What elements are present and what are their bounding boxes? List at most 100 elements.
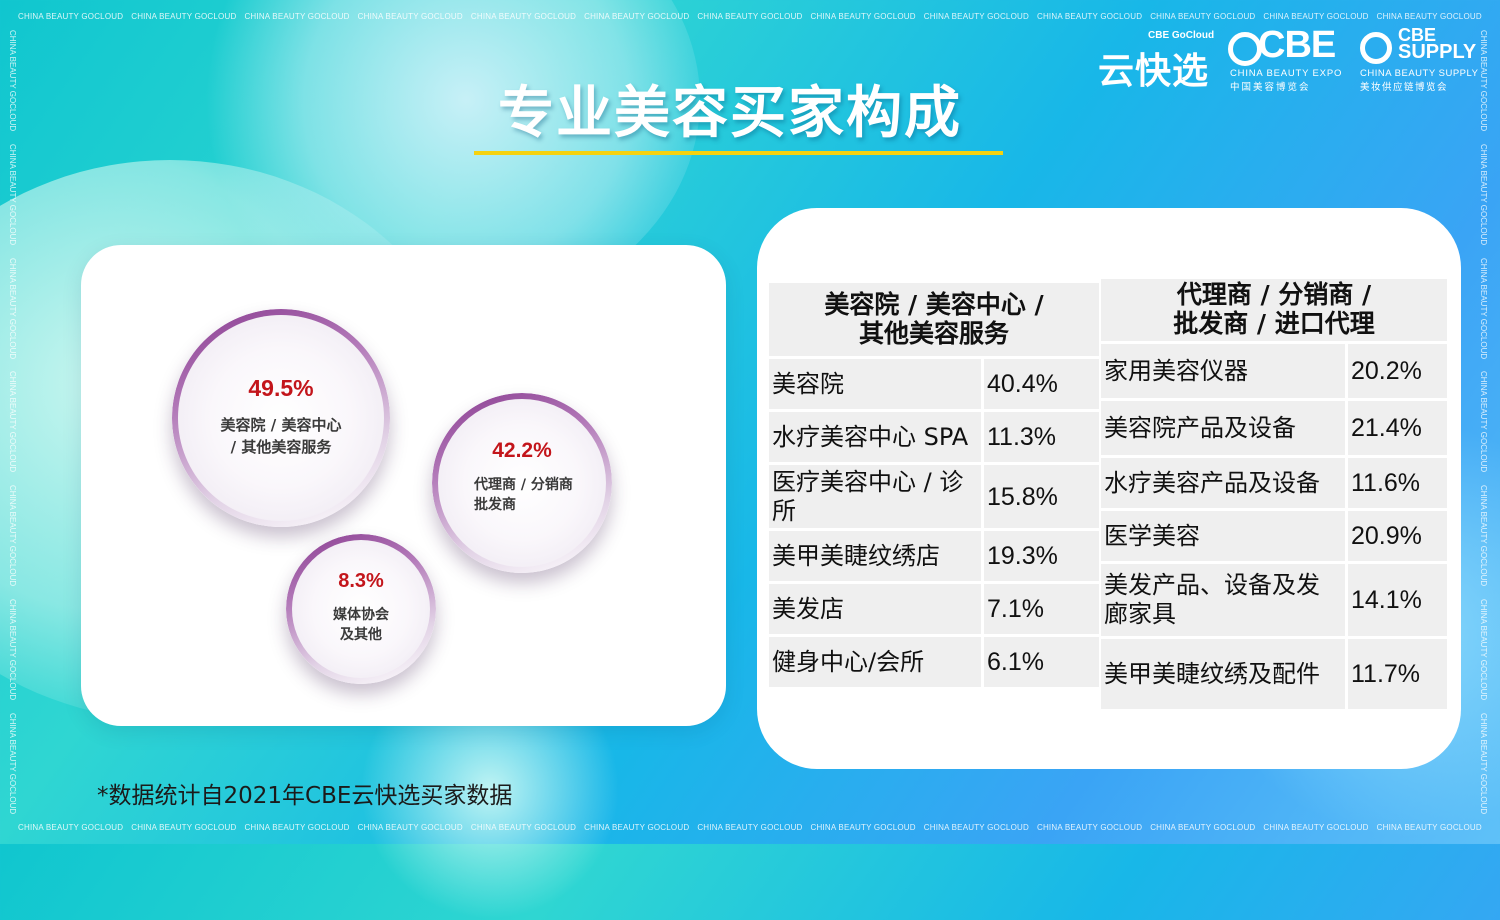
table-header: 美容院 / 美容中心 / 其他美容服务 bbox=[769, 283, 1099, 356]
gocloud-logo: CBE GoCloud 云快选 bbox=[1096, 28, 1216, 92]
row-name: 健身中心/会所 bbox=[769, 637, 981, 687]
watermark-right: CHINA BEAUTY GOCLOUD CHINA BEAUTY GOCLOU… bbox=[1479, 30, 1488, 814]
bubble-beauty-salon: 49.5% 美容院 / 美容中心 / 其他美容服务 bbox=[172, 309, 390, 527]
watermark-text: CHINA BEAUTY GOCLOUD bbox=[584, 12, 690, 21]
watermark-text: CHINA BEAUTY GOCLOUD bbox=[8, 143, 17, 246]
watermark-text: CHINA BEAUTY GOCLOUD bbox=[697, 12, 803, 21]
watermark-text: CHINA BEAUTY GOCLOUD bbox=[1376, 12, 1482, 21]
data-source-footnote: *数据统计自2021年CBE云快选买家数据 bbox=[97, 783, 513, 809]
watermark-text: CHINA BEAUTY GOCLOUD bbox=[1263, 823, 1369, 832]
gocloud-logo-big: 云快选 bbox=[1098, 51, 1210, 92]
row-name: 美发店 bbox=[769, 584, 981, 634]
watermark-text: CHINA BEAUTY GOCLOUD bbox=[1479, 598, 1488, 701]
bubble-media-association: 8.3% 媒体协会 及其他 bbox=[286, 534, 436, 684]
watermark-text: CHINA BEAUTY GOCLOUD bbox=[1036, 12, 1143, 21]
table-row: 美容院 40.4% bbox=[769, 359, 1099, 409]
cbe-logo-en: CHINA BEAUTY EXPO bbox=[1230, 68, 1343, 79]
table-header: 代理商 / 分销商 / 批发商 / 进口代理 bbox=[1101, 279, 1447, 341]
row-value: 11.6% bbox=[1348, 458, 1447, 508]
table-row: 美甲美睫纹绣及配件 11.7% bbox=[1101, 639, 1447, 709]
watermark-text: CHINA BEAUTY GOCLOUD bbox=[1263, 12, 1369, 21]
table-row: 水疗美容产品及设备 11.6% bbox=[1101, 458, 1447, 508]
watermark-text: CHINA BEAUTY GOCLOUD bbox=[1479, 143, 1488, 246]
watermark-text: CHINA BEAUTY GOCLOUD bbox=[1479, 30, 1488, 132]
row-name: 水疗美容中心 SPA bbox=[769, 412, 981, 462]
bubble-label: 代理商 / 分销商 批发商 bbox=[474, 477, 573, 514]
cbe-logo: CBE CHINA BEAUTY EXPO 中国美容博览会 bbox=[1228, 24, 1352, 93]
row-value: 40.4% bbox=[984, 359, 1099, 409]
table-row: 美发店 7.1% bbox=[769, 584, 1099, 634]
watermark-text: CHINA BEAUTY GOCLOUD bbox=[131, 823, 237, 832]
bubble-percent: 8.3% bbox=[338, 570, 384, 592]
cbe-mark-icon bbox=[1228, 32, 1262, 66]
watermark-text: CHINA BEAUTY GOCLOUD bbox=[8, 712, 17, 814]
row-value: 20.9% bbox=[1348, 511, 1447, 561]
watermark-text: CHINA BEAUTY GOCLOUD bbox=[8, 257, 17, 359]
row-value: 14.1% bbox=[1348, 564, 1447, 636]
bubble-percent: 42.2% bbox=[492, 439, 552, 462]
table-row: 医学美容 20.9% bbox=[1101, 511, 1447, 561]
row-value: 7.1% bbox=[984, 584, 1099, 634]
table-row: 美甲美睫纹绣店 19.3% bbox=[769, 531, 1099, 581]
watermark-text: CHINA BEAUTY GOCLOUD bbox=[810, 823, 916, 832]
table-row: 健身中心/会所 6.1% bbox=[769, 637, 1099, 687]
watermark-text: CHINA BEAUTY GOCLOUD bbox=[1150, 12, 1256, 21]
cbe-logo-word: CBE bbox=[1258, 24, 1336, 66]
watermark-text: CHINA BEAUTY GOCLOUD bbox=[470, 823, 577, 832]
watermark-text: CHINA BEAUTY GOCLOUD bbox=[1479, 712, 1488, 814]
row-name: 医疗美容中心 / 诊所 bbox=[769, 465, 981, 528]
watermark-text: CHINA BEAUTY GOCLOUD bbox=[244, 823, 350, 832]
watermark-text: CHINA BEAUTY GOCLOUD bbox=[1150, 823, 1256, 832]
watermark-text: CHINA BEAUTY GOCLOUD bbox=[131, 12, 237, 21]
logo-group: CBE GoCloud 云快选 CBE CHINA BEAUTY EXPO 中国… bbox=[1096, 24, 1479, 93]
supply-logo-word1: CBE bbox=[1398, 25, 1437, 45]
supply-logo-cn: 美妆供应链博览会 bbox=[1360, 82, 1449, 93]
watermark-text: CHINA BEAUTY GOCLOUD bbox=[1479, 371, 1488, 473]
row-name: 美容院产品及设备 bbox=[1101, 401, 1345, 455]
row-value: 21.4% bbox=[1348, 401, 1447, 455]
cbe-logo-cn: 中国美容博览会 bbox=[1230, 82, 1311, 93]
table-row: 水疗美容中心 SPA 11.3% bbox=[769, 412, 1099, 462]
watermark-text: CHINA BEAUTY GOCLOUD bbox=[8, 598, 17, 701]
watermark-text: CHINA BEAUTY GOCLOUD bbox=[584, 823, 690, 832]
table-row: 医疗美容中心 / 诊所 15.8% bbox=[769, 465, 1099, 528]
watermark-text: CHINA BEAUTY GOCLOUD bbox=[1479, 257, 1488, 359]
row-value: 15.8% bbox=[984, 465, 1099, 528]
distributor-table: 代理商 / 分销商 / 批发商 / 进口代理 家用美容仪器 20.2% 美容院产… bbox=[1098, 276, 1450, 712]
beauty-service-table: 美容院 / 美容中心 / 其他美容服务 美容院 40.4% 水疗美容中心 SPA… bbox=[766, 280, 1102, 690]
row-name: 美容院 bbox=[769, 359, 981, 409]
watermark-top: CHINA BEAUTY GOCLOUD CHINA BEAUTY GOCLOU… bbox=[18, 12, 1482, 21]
row-name: 美发产品、设备及发廊家具 bbox=[1101, 564, 1345, 636]
table-row: 美发产品、设备及发廊家具 14.1% bbox=[1101, 564, 1447, 636]
watermark-text: CHINA BEAUTY GOCLOUD bbox=[1036, 823, 1143, 832]
row-name: 美甲美睫纹绣店 bbox=[769, 531, 981, 581]
row-name: 水疗美容产品及设备 bbox=[1101, 458, 1345, 508]
watermark-text: CHINA BEAUTY GOCLOUD bbox=[923, 12, 1029, 21]
watermark-left: CHINA BEAUTY GOCLOUD CHINA BEAUTY GOCLOU… bbox=[8, 30, 17, 814]
row-name: 美甲美睫纹绣及配件 bbox=[1101, 639, 1345, 709]
watermark-text: CHINA BEAUTY GOCLOUD bbox=[8, 371, 17, 473]
supply-logo-en: CHINA BEAUTY SUPPLY bbox=[1360, 68, 1479, 79]
table-row: 美容院产品及设备 21.4% bbox=[1101, 401, 1447, 455]
watermark-text: CHINA BEAUTY GOCLOUD bbox=[1479, 485, 1488, 587]
watermark-text: CHINA BEAUTY GOCLOUD bbox=[357, 823, 463, 832]
row-name: 家用美容仪器 bbox=[1101, 344, 1345, 398]
row-name: 医学美容 bbox=[1101, 511, 1345, 561]
watermark-text: CHINA BEAUTY GOCLOUD bbox=[470, 12, 577, 21]
watermark-text: CHINA BEAUTY GOCLOUD bbox=[810, 12, 916, 21]
watermark-text: CHINA BEAUTY GOCLOUD bbox=[18, 823, 124, 832]
row-value: 19.3% bbox=[984, 531, 1099, 581]
watermark-text: CHINA BEAUTY GOCLOUD bbox=[244, 12, 350, 21]
cbe-supply-logo: CBE SUPPLY CHINA BEAUTY SUPPLY 美妆供应链博览会 bbox=[1360, 25, 1479, 93]
watermark-text: CHINA BEAUTY GOCLOUD bbox=[1376, 823, 1482, 832]
watermark-text: CHINA BEAUTY GOCLOUD bbox=[8, 485, 17, 587]
table-row: 家用美容仪器 20.2% bbox=[1101, 344, 1447, 398]
gocloud-logo-small: CBE GoCloud bbox=[1148, 30, 1215, 41]
row-value: 6.1% bbox=[984, 637, 1099, 687]
bubble-percent: 49.5% bbox=[248, 375, 314, 401]
bubble-label: 媒体协会 及其他 bbox=[333, 607, 389, 644]
supply-mark-icon bbox=[1360, 32, 1392, 64]
watermark-bottom: CHINA BEAUTY GOCLOUD CHINA BEAUTY GOCLOU… bbox=[18, 823, 1482, 832]
title-underline bbox=[474, 151, 1003, 155]
watermark-text: CHINA BEAUTY GOCLOUD bbox=[18, 12, 124, 21]
